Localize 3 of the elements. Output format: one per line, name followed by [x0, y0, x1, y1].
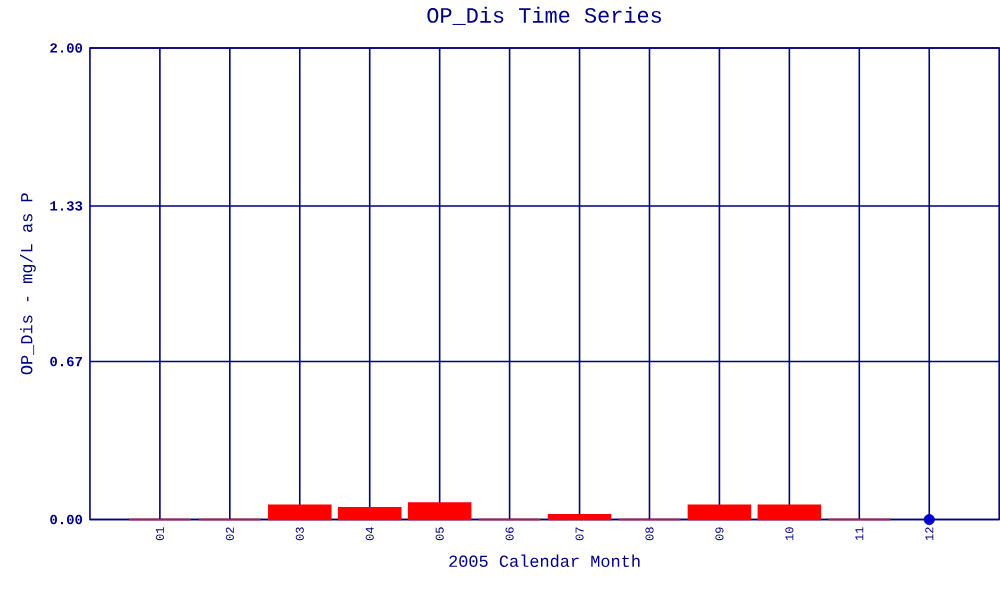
y-axis-title: OP_Dis - mg/L as P — [20, 193, 36, 375]
x-axis-title: 2005 Calendar Month — [449, 554, 640, 568]
chart-title: OP_Dis Time Series — [427, 7, 661, 26]
